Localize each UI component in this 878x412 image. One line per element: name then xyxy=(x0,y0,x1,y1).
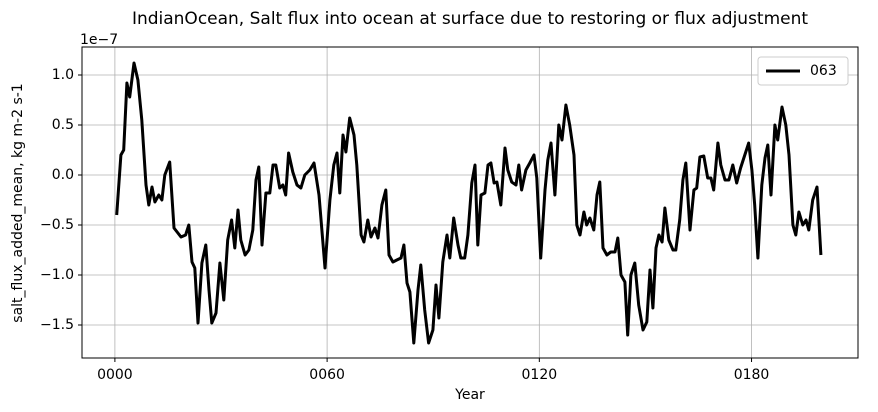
x-tick-label: 0180 xyxy=(734,367,770,383)
x-tick-label: 0120 xyxy=(522,367,558,383)
y-tick-label: −1.5 xyxy=(40,317,74,333)
y-tick-label: 0.0 xyxy=(52,167,74,183)
x-tick-label: 0060 xyxy=(309,367,345,383)
legend-label: 063 xyxy=(810,63,837,79)
legend-box xyxy=(757,56,849,86)
y-tick-label: 0.5 xyxy=(52,117,74,133)
plot-frame xyxy=(81,46,859,359)
y-tick-label: −0.5 xyxy=(40,217,74,233)
y-axis-label: salt_flux_added_mean, kg m-2 s-1 xyxy=(10,83,26,322)
line-series xyxy=(115,61,823,345)
x-axis-label: Year xyxy=(454,387,485,403)
chart-title: IndianOcean, Salt flux into ocean at sur… xyxy=(132,9,808,29)
y-tick-label: 1.0 xyxy=(52,67,74,83)
y-tick-label: −1.0 xyxy=(40,267,74,283)
y-offset: 1e−7 xyxy=(80,32,118,48)
x-tick-label: 0000 xyxy=(97,367,133,383)
